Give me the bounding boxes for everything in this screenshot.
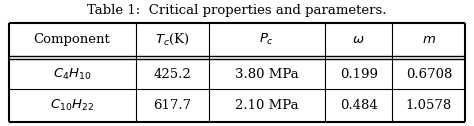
Text: $P_c$: $P_c$ (259, 32, 274, 47)
Text: Table 1:  Critical properties and parameters.: Table 1: Critical properties and paramet… (87, 4, 387, 17)
Text: $m$: $m$ (422, 33, 436, 46)
Text: $C_{10}H_{22}$: $C_{10}H_{22}$ (50, 98, 94, 113)
Text: 425.2: 425.2 (153, 68, 191, 81)
Text: 1.0578: 1.0578 (406, 99, 452, 112)
Text: Component: Component (34, 33, 110, 46)
Text: $T_c$(K): $T_c$(K) (155, 32, 190, 47)
Text: 0.6708: 0.6708 (406, 68, 452, 81)
Text: 2.10 MPa: 2.10 MPa (235, 99, 299, 112)
Text: $\omega$: $\omega$ (352, 33, 365, 46)
Text: 617.7: 617.7 (153, 99, 191, 112)
Text: 0.484: 0.484 (340, 99, 378, 112)
Text: $C_4H_{10}$: $C_4H_{10}$ (53, 67, 91, 82)
Text: 3.80 MPa: 3.80 MPa (235, 68, 299, 81)
Text: 0.199: 0.199 (340, 68, 378, 81)
